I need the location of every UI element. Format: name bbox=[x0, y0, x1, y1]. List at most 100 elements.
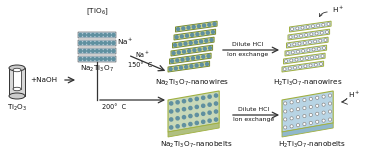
Circle shape bbox=[195, 97, 198, 100]
Circle shape bbox=[328, 94, 332, 97]
Circle shape bbox=[290, 117, 293, 120]
Circle shape bbox=[197, 25, 200, 28]
Circle shape bbox=[320, 31, 323, 34]
Polygon shape bbox=[168, 91, 219, 132]
Circle shape bbox=[104, 49, 107, 52]
Circle shape bbox=[170, 60, 174, 63]
Text: Ti$_2$O$_3$: Ti$_2$O$_3$ bbox=[7, 103, 27, 113]
Circle shape bbox=[316, 96, 319, 99]
Circle shape bbox=[283, 68, 286, 71]
Circle shape bbox=[284, 126, 287, 129]
Circle shape bbox=[112, 57, 115, 60]
Circle shape bbox=[293, 43, 296, 46]
Circle shape bbox=[208, 103, 211, 106]
Circle shape bbox=[79, 49, 82, 52]
Circle shape bbox=[174, 44, 177, 47]
Circle shape bbox=[208, 119, 211, 122]
Text: Dilute HCl: Dilute HCl bbox=[232, 42, 263, 47]
Polygon shape bbox=[290, 21, 331, 32]
Text: Na$_2$Ti$_3$O$_7$: Na$_2$Ti$_3$O$_7$ bbox=[80, 64, 114, 74]
Text: [TiO$_6$]: [TiO$_6$] bbox=[86, 7, 108, 17]
Polygon shape bbox=[282, 61, 324, 72]
Circle shape bbox=[175, 36, 178, 39]
Circle shape bbox=[83, 41, 86, 44]
Circle shape bbox=[322, 111, 325, 114]
Text: H$^+$: H$^+$ bbox=[348, 90, 360, 100]
Circle shape bbox=[205, 39, 208, 42]
Polygon shape bbox=[78, 48, 116, 54]
Circle shape bbox=[196, 33, 199, 36]
Circle shape bbox=[317, 47, 320, 50]
Polygon shape bbox=[285, 45, 327, 56]
Circle shape bbox=[299, 65, 302, 68]
Circle shape bbox=[184, 42, 187, 45]
Text: H$_2$Ti$_3$O$_7$-nanobelts: H$_2$Ti$_3$O$_7$-nanobelts bbox=[278, 140, 346, 150]
Circle shape bbox=[312, 48, 315, 51]
Circle shape bbox=[183, 116, 186, 119]
Circle shape bbox=[291, 28, 294, 31]
Circle shape bbox=[207, 55, 210, 58]
Circle shape bbox=[303, 98, 306, 102]
Circle shape bbox=[309, 121, 312, 124]
Circle shape bbox=[96, 57, 99, 60]
Circle shape bbox=[200, 63, 203, 66]
Circle shape bbox=[325, 31, 328, 34]
Circle shape bbox=[317, 24, 319, 27]
Circle shape bbox=[288, 44, 291, 47]
Circle shape bbox=[195, 64, 198, 67]
Circle shape bbox=[309, 97, 312, 100]
Polygon shape bbox=[78, 56, 116, 62]
Circle shape bbox=[189, 122, 192, 126]
Circle shape bbox=[309, 105, 312, 108]
Circle shape bbox=[301, 26, 304, 29]
Circle shape bbox=[290, 59, 293, 62]
Circle shape bbox=[305, 33, 308, 36]
Circle shape bbox=[311, 56, 314, 59]
Circle shape bbox=[208, 111, 211, 114]
Circle shape bbox=[324, 39, 327, 42]
Circle shape bbox=[201, 96, 205, 99]
Circle shape bbox=[183, 50, 186, 53]
Circle shape bbox=[104, 41, 107, 44]
Circle shape bbox=[214, 102, 218, 105]
Circle shape bbox=[186, 34, 189, 37]
Circle shape bbox=[91, 41, 94, 44]
Ellipse shape bbox=[13, 68, 21, 72]
Circle shape bbox=[208, 95, 211, 98]
Circle shape bbox=[83, 49, 86, 52]
Circle shape bbox=[180, 35, 183, 38]
Circle shape bbox=[300, 57, 303, 60]
Text: Na$_2$Ti$_3$O$_7$-nanobelts: Na$_2$Ti$_3$O$_7$-nanobelts bbox=[160, 140, 232, 150]
Circle shape bbox=[181, 58, 184, 61]
Circle shape bbox=[108, 57, 111, 60]
Circle shape bbox=[206, 31, 209, 34]
Circle shape bbox=[189, 98, 192, 102]
Circle shape bbox=[303, 114, 306, 118]
Circle shape bbox=[96, 41, 99, 44]
Circle shape bbox=[112, 41, 115, 44]
Circle shape bbox=[284, 110, 287, 113]
Circle shape bbox=[303, 122, 306, 126]
Circle shape bbox=[112, 33, 115, 36]
Circle shape bbox=[309, 113, 312, 116]
Circle shape bbox=[201, 112, 205, 115]
Circle shape bbox=[79, 57, 82, 60]
Circle shape bbox=[319, 39, 322, 42]
Circle shape bbox=[183, 108, 186, 111]
Circle shape bbox=[170, 102, 173, 105]
Circle shape bbox=[83, 57, 86, 60]
Circle shape bbox=[180, 66, 183, 69]
Text: H$_2$Ti$_3$O$_7$-nanowires: H$_2$Ti$_3$O$_7$-nanowires bbox=[273, 78, 343, 88]
Polygon shape bbox=[171, 45, 212, 56]
Circle shape bbox=[183, 100, 186, 103]
Polygon shape bbox=[172, 37, 214, 48]
Polygon shape bbox=[78, 40, 116, 46]
Circle shape bbox=[87, 57, 90, 60]
Circle shape bbox=[203, 47, 206, 50]
Circle shape bbox=[308, 41, 311, 44]
Circle shape bbox=[202, 55, 205, 58]
Circle shape bbox=[79, 33, 82, 36]
Circle shape bbox=[201, 32, 204, 35]
Circle shape bbox=[104, 57, 107, 60]
Text: Dilute HCl: Dilute HCl bbox=[239, 107, 270, 112]
